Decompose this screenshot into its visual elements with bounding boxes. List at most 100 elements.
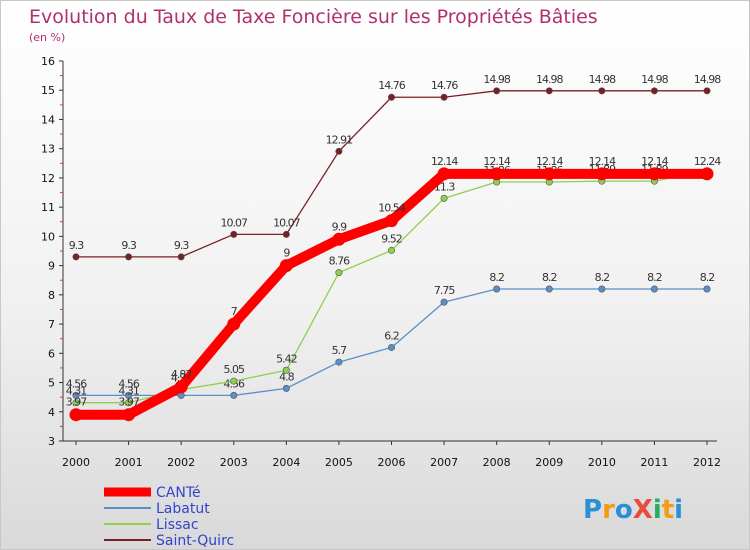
- data-point: [125, 253, 133, 261]
- axes: 3 4 5 6 7 8 9 10 11 12 13 14 15 16 2000 2001 2002 2003 200…: [41, 55, 721, 469]
- data-label: 9.3: [121, 239, 136, 252]
- data-point: [493, 87, 501, 95]
- data-point: [177, 253, 185, 261]
- y-tick-label: 7: [48, 318, 55, 331]
- data-label: 14.98: [694, 73, 721, 86]
- data-label: 12.14: [483, 155, 510, 168]
- data-point: [230, 230, 238, 238]
- series-cant-: 3.97 3.97 4.87 7 9 9.9 10.54 12.14 12.14 12.14 12.…: [66, 155, 722, 422]
- data-point: [279, 259, 293, 273]
- data-point: [335, 147, 343, 155]
- data-label: 12.14: [641, 155, 668, 168]
- data-point: [72, 253, 80, 261]
- data-label: 5.42: [276, 352, 297, 365]
- data-point: [440, 194, 448, 202]
- y-tick-label: 3: [48, 435, 55, 448]
- data-label: 14.76: [378, 79, 405, 92]
- series-lissac: 4.314.314.765.055.428.769.5211.311.8611.…: [66, 163, 711, 407]
- data-point: [125, 391, 133, 399]
- data-point: [387, 343, 395, 351]
- data-point: [227, 317, 241, 331]
- legend-label: Saint-Quirc: [156, 533, 234, 549]
- data-point: [335, 269, 343, 277]
- data-label: 5.05: [224, 363, 245, 376]
- x-tick-label: 2006: [378, 456, 406, 469]
- y-tick-label: 9: [48, 260, 55, 273]
- data-label: 6.2: [384, 329, 399, 342]
- data-label: 9.3: [69, 239, 84, 252]
- data-point: [230, 391, 238, 399]
- data-label: 3.97: [66, 396, 87, 409]
- x-tick-label: 2000: [62, 456, 90, 469]
- y-tick-label: 5: [48, 377, 55, 390]
- data-point: [282, 384, 290, 392]
- data-point: [282, 366, 290, 374]
- data-point: [703, 87, 711, 95]
- series-labatut: 4.564.564.564.85.76.27.758.28.28.28.28.2: [66, 271, 715, 399]
- x-tick-label: 2009: [535, 456, 563, 469]
- data-point: [542, 167, 556, 181]
- data-point: [72, 391, 80, 399]
- data-label: 7.75: [434, 284, 455, 297]
- data-point: [703, 285, 711, 293]
- data-point: [385, 214, 398, 228]
- data-point: [545, 285, 553, 293]
- data-label: 8.2: [542, 271, 557, 284]
- y-tick-label: 10: [41, 230, 55, 243]
- chart-title: Evolution du Taux de Taxe Foncière sur l…: [29, 6, 598, 28]
- data-label: 10.07: [273, 216, 300, 229]
- x-tick-label: 2002: [167, 456, 195, 469]
- data-label: 4.87: [171, 368, 192, 381]
- data-label: 8.2: [700, 271, 715, 284]
- chart-subtitle: (en %): [29, 31, 65, 44]
- data-label: 4.8: [279, 370, 294, 383]
- data-point: [650, 87, 658, 95]
- x-tick-label: 2010: [588, 456, 616, 469]
- y-tick-label: 11: [41, 201, 55, 214]
- data-point: [387, 246, 395, 254]
- data-point: [490, 167, 504, 181]
- data-point: [440, 93, 448, 101]
- data-point: [69, 408, 83, 422]
- data-point: [437, 167, 451, 181]
- legend-item: CANTé: [104, 485, 201, 501]
- y-tick-label: 6: [48, 347, 55, 360]
- data-label: 14.98: [589, 73, 616, 86]
- legend-item: Labatut: [104, 501, 210, 517]
- data-point: [332, 232, 346, 246]
- data-label: 5.7: [332, 344, 347, 357]
- data-label: 7: [231, 305, 238, 318]
- data-label: 14.76: [431, 79, 458, 92]
- x-tick-label: 2011: [640, 456, 668, 469]
- x-tick-label: 2003: [220, 456, 248, 469]
- y-tick-label: 16: [41, 55, 55, 68]
- data-label: 12.14: [589, 155, 616, 168]
- legend-item: Saint-Quirc: [104, 533, 234, 549]
- series-layer: 9.3 9.3 9.3 10.07 10.07 12.91 14.76 14.76 14.98 1…: [66, 73, 722, 422]
- data-point: [598, 87, 606, 95]
- data-label: 9: [283, 247, 290, 260]
- data-point: [387, 93, 395, 101]
- y-tick-label: 13: [41, 143, 55, 156]
- data-point: [700, 167, 714, 181]
- data-point: [650, 285, 658, 293]
- legend-label: Lissac: [156, 517, 199, 533]
- data-point: [595, 167, 609, 181]
- legend-label: Labatut: [156, 501, 210, 517]
- data-label: 9.52: [381, 232, 402, 245]
- data-label: 12.91: [326, 133, 353, 146]
- series-saint-quirc: 9.3 9.3 9.3 10.07 10.07 12.91 14.76 14.76 14.98 1…: [69, 73, 722, 261]
- data-point: [230, 377, 238, 385]
- data-point: [122, 408, 136, 422]
- data-label: 12.24: [694, 155, 721, 168]
- data-label: 4.56: [118, 377, 139, 390]
- data-label: 3.97: [118, 396, 139, 409]
- data-label: 12.14: [431, 155, 458, 168]
- data-label: 8.2: [647, 271, 662, 284]
- data-label: 8.2: [489, 271, 504, 284]
- data-label: 14.98: [483, 73, 510, 86]
- data-label: 9.9: [332, 220, 347, 233]
- x-tick-label: 2007: [430, 456, 458, 469]
- data-label: 4.56: [66, 377, 87, 390]
